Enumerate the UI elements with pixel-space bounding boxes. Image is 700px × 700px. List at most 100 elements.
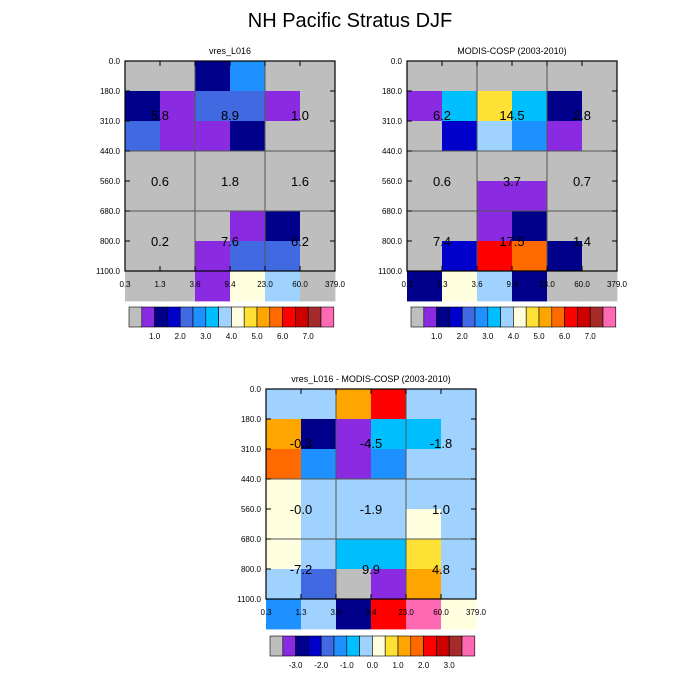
region-value-label: 0.6 — [151, 174, 169, 189]
colorbar-swatch — [179, 306, 194, 328]
heatmap-cell — [301, 569, 337, 600]
colorbar-swatch — [436, 306, 450, 328]
heatmap-cell — [160, 181, 196, 212]
colorbar-label: 4.0 — [226, 332, 238, 341]
colorbar-swatch — [538, 306, 553, 328]
heatmap-cell — [230, 121, 266, 152]
heatmap-cell — [301, 449, 337, 480]
heatmap-cell — [512, 241, 548, 272]
region-value-label: 1.0 — [432, 502, 450, 517]
colorbar-label: -3.0 — [289, 661, 303, 670]
heatmap-cell — [477, 271, 513, 302]
y-tick-label: 800.0 — [241, 565, 262, 574]
colorbar-label: -2.0 — [314, 661, 328, 670]
x-tick-label: 23.0 — [257, 280, 273, 289]
heatmap-cell — [406, 599, 442, 630]
heatmap-cell — [582, 151, 618, 182]
colorbar-swatch — [410, 635, 424, 657]
heatmap-cell — [336, 509, 372, 540]
colorbar-swatch — [372, 635, 386, 657]
heatmap-cell — [582, 121, 618, 152]
heatmap-cell — [160, 91, 196, 122]
heatmap-cell — [300, 181, 336, 212]
heatmap-cell — [512, 211, 548, 242]
heatmap-cell — [230, 61, 266, 92]
colorbar-swatch — [205, 306, 219, 328]
heatmap-cell — [442, 211, 478, 242]
colorbar-label: 2.0 — [418, 661, 430, 670]
heatmap-cell — [582, 211, 618, 242]
colorbar-swatch — [474, 306, 489, 328]
heatmap-cell — [442, 151, 478, 182]
colorbar-swatch — [436, 635, 450, 657]
heatmap-cell — [300, 211, 336, 242]
heatmap-cell — [195, 151, 231, 182]
colorbar-swatch — [564, 306, 578, 328]
heatmap-cell — [477, 91, 513, 122]
colorbar-swatch — [167, 306, 181, 328]
heatmap-cell — [265, 241, 301, 272]
heatmap-cell — [442, 241, 478, 272]
heatmap-cell — [547, 271, 583, 302]
heatmap-cell — [230, 181, 266, 212]
colorbar-swatch — [513, 306, 527, 328]
y-tick-label: 560.0 — [100, 177, 121, 186]
colorbar-label: 1.0 — [392, 661, 404, 670]
heatmap-cell — [441, 389, 477, 420]
region-value-label: 9.9 — [362, 562, 380, 577]
y-tick-label: 680.0 — [382, 207, 403, 216]
region-value-label: 0.7 — [573, 174, 591, 189]
colorbar-swatch — [218, 306, 232, 328]
colorbar-swatch — [589, 306, 604, 328]
heatmap-cell — [477, 211, 513, 242]
heatmap-cell — [336, 389, 372, 420]
colorbar-label: 6.0 — [277, 332, 289, 341]
y-tick-label: 180.0 — [382, 87, 403, 96]
heatmap-cell — [407, 151, 443, 182]
heatmap-cell — [371, 479, 407, 510]
colorbar-swatch — [243, 306, 258, 328]
x-tick-label: 23.0 — [398, 608, 414, 617]
colorbar-label: 1.0 — [149, 332, 161, 341]
heatmap-cell — [336, 479, 372, 510]
heatmap-cell — [582, 61, 618, 92]
heatmap-cell — [407, 271, 443, 302]
heatmap-cell — [407, 121, 443, 152]
heatmap-cell — [407, 241, 443, 272]
colorbar-swatch — [295, 635, 309, 657]
colorbar-swatch — [308, 635, 322, 657]
colorbar-swatch — [231, 306, 245, 328]
colorbar-swatch — [346, 635, 360, 657]
heatmap-cell — [407, 61, 443, 92]
heatmap-cell — [441, 539, 477, 570]
colorbar-label: 3.0 — [200, 332, 212, 341]
x-tick-label: 9.4 — [506, 280, 518, 289]
heatmap-cell — [300, 241, 336, 272]
heatmap-cell — [547, 241, 583, 272]
colorbar-swatch — [449, 306, 463, 328]
heatmap-cell — [582, 181, 618, 212]
region-value-label: 2.8 — [573, 108, 591, 123]
colorbar-swatch — [397, 635, 412, 657]
heatmap-cell — [512, 181, 548, 212]
colorbar-swatch — [551, 306, 565, 328]
colorbar-swatch — [256, 306, 271, 328]
heatmap-cell — [300, 61, 336, 92]
colorbar-label: 7.0 — [585, 332, 597, 341]
region-value-label: 8.9 — [221, 108, 239, 123]
colorbar-label: 1.0 — [431, 332, 443, 341]
heatmap-cell — [195, 181, 231, 212]
heatmap-cell — [266, 509, 302, 540]
heatmap-cell — [301, 479, 337, 510]
colorbar-swatch — [128, 306, 143, 328]
heatmap-cell — [442, 121, 478, 152]
colorbar-swatch — [602, 306, 617, 328]
heatmap-cell — [265, 181, 301, 212]
x-tick-label: 0.3 — [119, 280, 131, 289]
heatmap-cell — [441, 569, 477, 600]
colorbar-swatch — [282, 635, 296, 657]
heatmap-cell — [230, 211, 266, 242]
heatmap-cell — [125, 181, 161, 212]
heatmap-cell — [265, 151, 301, 182]
heatmap-cell — [195, 211, 231, 242]
